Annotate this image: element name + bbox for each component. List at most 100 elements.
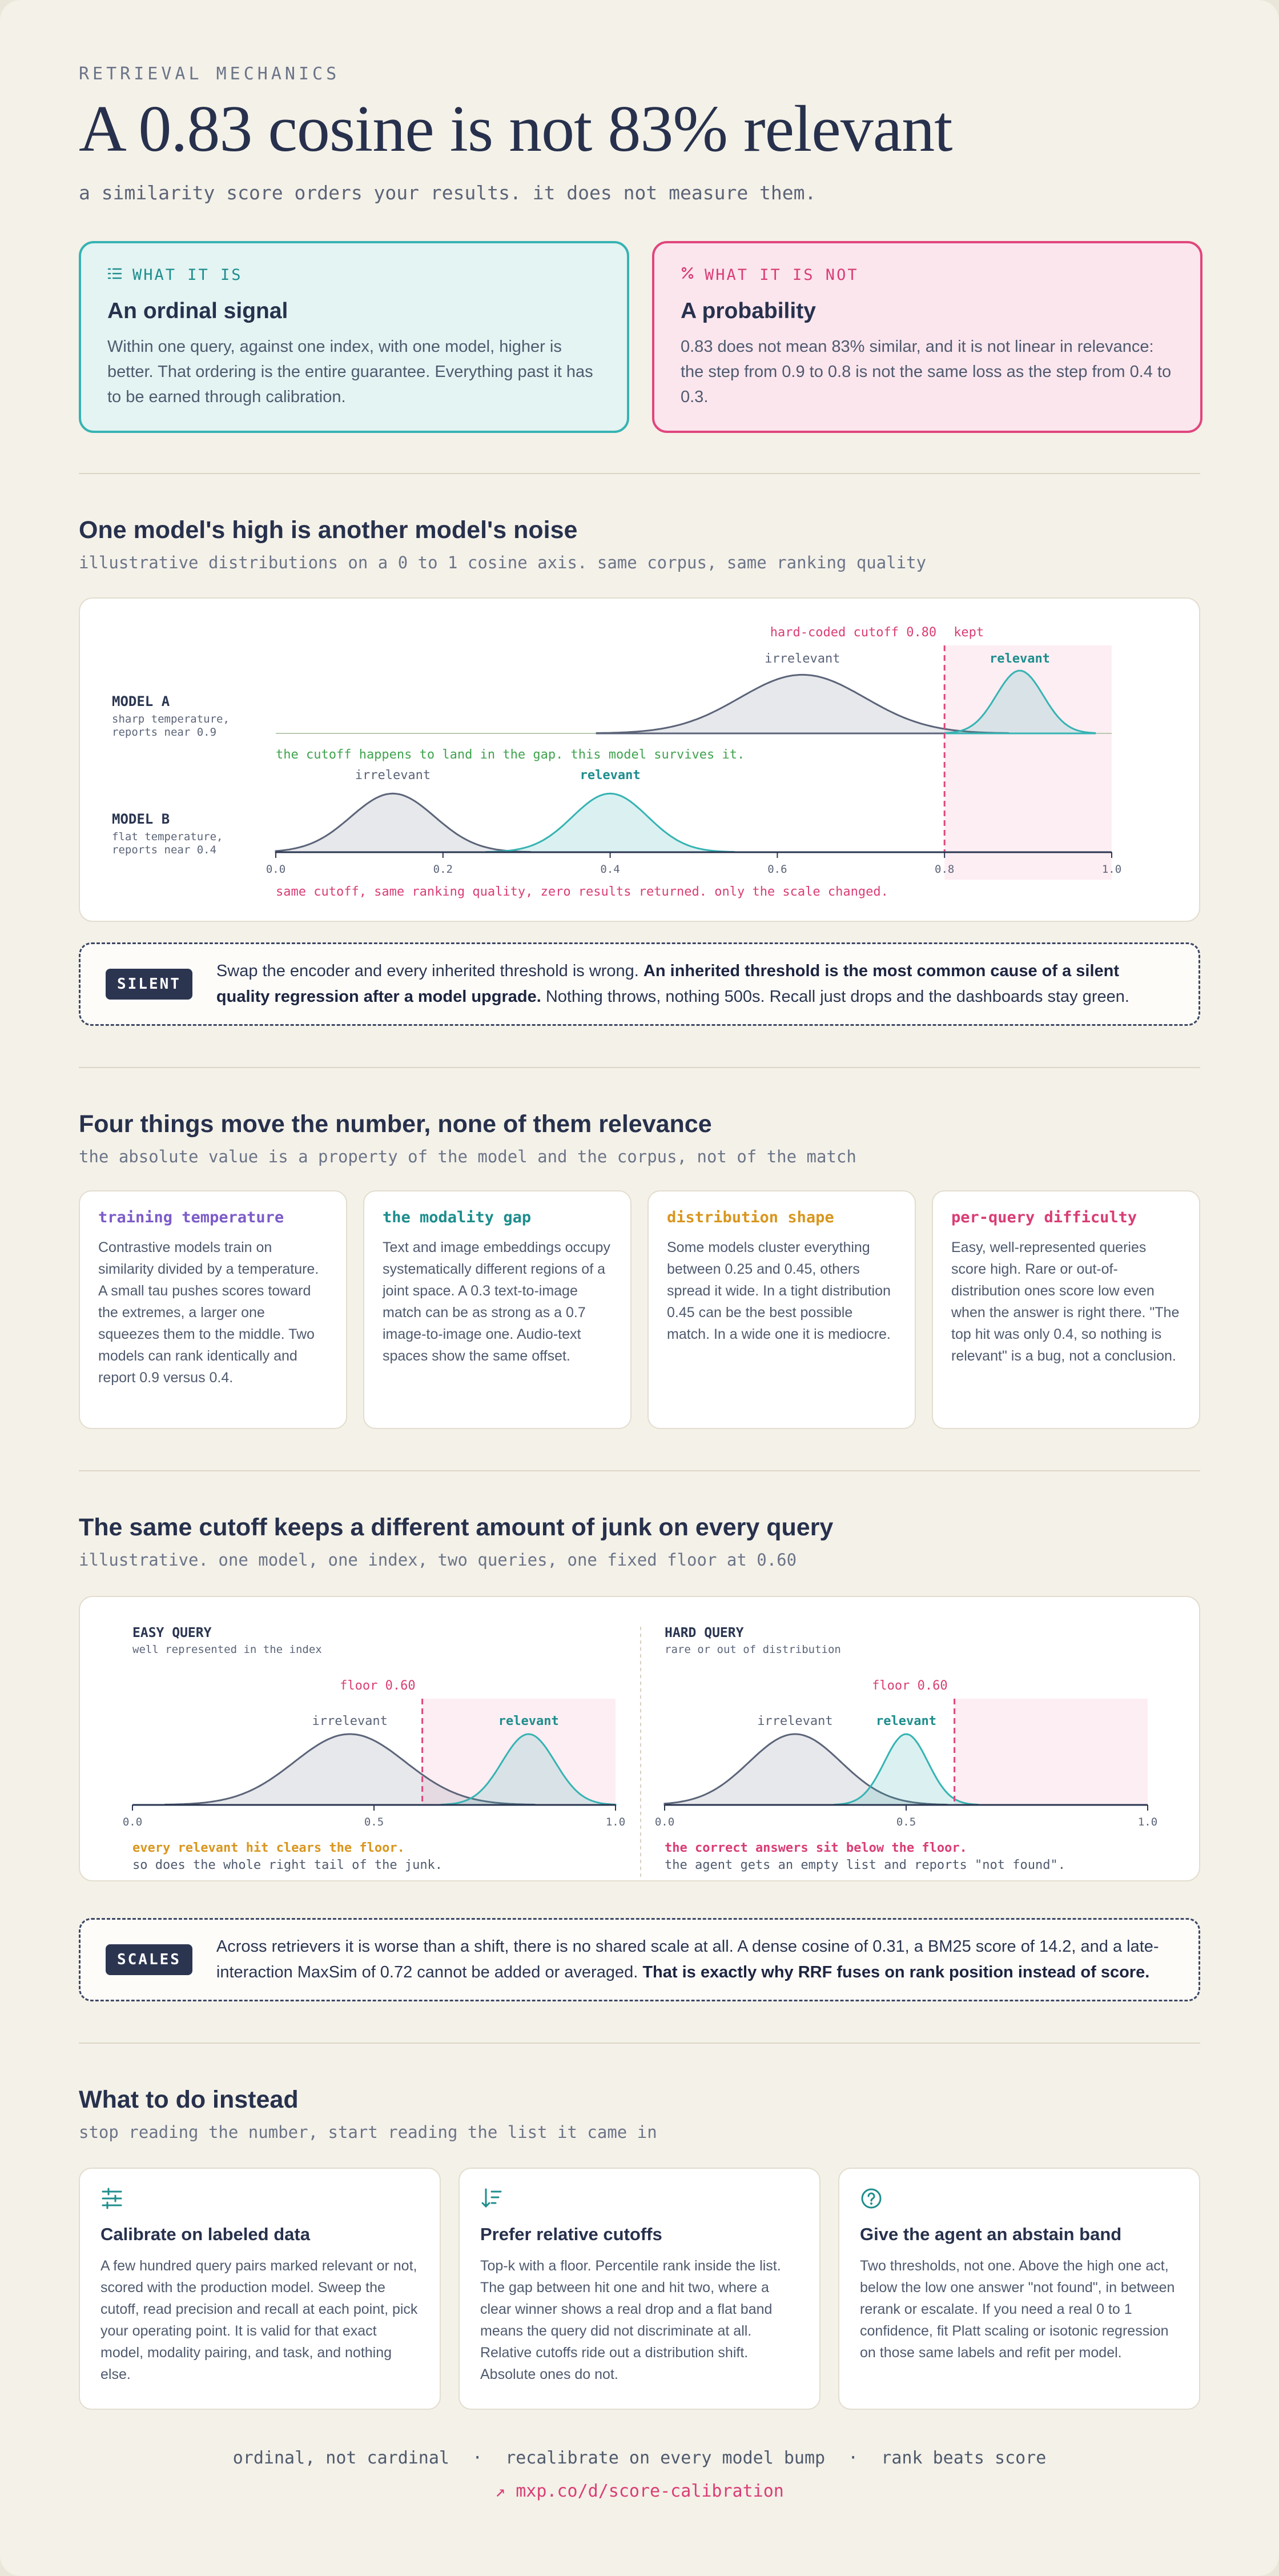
hard-irrelevant-label: irrelevant [757, 1714, 832, 1728]
model-a-irrelevant-label: irrelevant [765, 652, 840, 666]
hard-query-desc: rare or out of distribution [665, 1643, 841, 1656]
easy-floor-label: floor 0.60 [340, 1679, 415, 1693]
todo-heading: Prefer relative cutoffs [480, 2224, 662, 2244]
divider [79, 1470, 1200, 1471]
footer-tagline: ordinal, not cardinal · recalibrate on e… [0, 2448, 1279, 2468]
silent-callout: SILENT Swap the encoder and every inheri… [79, 942, 1200, 1026]
model-a-desc-2: reports near 0.9 [112, 726, 216, 739]
model-b-relevant-label: relevant [580, 768, 641, 783]
easy-kept-region [422, 1699, 616, 1805]
hard-query-label: HARD QUERY [665, 1626, 744, 1640]
todo-body: A few hundred query pairs marked relevan… [100, 2258, 418, 2382]
scales-text-pre: Across retrievers it is worse than a shi… [216, 1937, 1159, 1981]
factor-card-training-temperature: training temperature Contrastive models … [79, 1190, 347, 1429]
easy-irrelevant-curve [164, 1733, 536, 1806]
factor-card-distribution-shape: distribution shape Some models cluster e… [647, 1190, 916, 1429]
divider [79, 2043, 1200, 2044]
percent-icon [681, 266, 694, 284]
sliders-icon [100, 2188, 123, 2212]
factor-title: training temperature [98, 1209, 284, 1226]
factor-title: distribution shape [667, 1209, 834, 1226]
what-it-is-body: Within one query, against one index, wit… [107, 338, 593, 406]
models-chart-panel: 0.0 0.2 0.4 0.6 0.8 1.0 MODEL A sharp tempera… [79, 597, 1200, 922]
model-a-relevant-label: relevant [990, 652, 1050, 666]
page-title: A 0.83 cosine is not 83% relevant [79, 93, 952, 166]
easy-query-label: EASY QUERY [132, 1626, 212, 1640]
easy-query-desc: well represented in the index [132, 1643, 322, 1656]
factor-body: Contrastive models train on similarity d… [98, 1239, 319, 1386]
source-link[interactable]: ↗ mxp.co/d/score-calibration [495, 2481, 784, 2501]
todo-body: Top-k with a floor. Percentile rank insi… [480, 2258, 781, 2382]
silent-badge: SILENT [106, 969, 192, 1000]
scales-callout: SCALES Across retrievers it is worse tha… [79, 1918, 1200, 2001]
scales-text-bold: That is exactly why RRF fuses on rank po… [642, 1963, 1150, 1981]
model-a-desc-1: sharp temperature, [112, 713, 230, 725]
what-it-is-tag: WHAT IT IS [107, 266, 601, 284]
factor-title: per-query difficulty [951, 1209, 1137, 1226]
model-b-note: same cutoff, same ranking quality, zero … [276, 885, 888, 899]
what-it-is-not-label: WHAT IT IS NOT [705, 266, 859, 284]
divider [79, 1067, 1200, 1068]
page-subtitle: a similarity score orders your results. … [79, 182, 817, 204]
x-tick-label: 0.8 [935, 863, 954, 876]
silent-text-pre: Swap the encoder and every inherited thr… [216, 962, 643, 980]
hard-floor-label: floor 0.60 [872, 1679, 947, 1693]
x-tick-label: 0.6 [767, 863, 787, 876]
factor-body: Text and image embeddings occupy systema… [383, 1239, 610, 1364]
eyebrow: RETRIEVAL MECHANICS [79, 64, 340, 84]
what-it-is-not-tag: WHAT IT IS NOT [681, 266, 1174, 284]
silent-text-post: Nothing throws, nothing 500s. Recall jus… [541, 988, 1129, 1006]
queries-section-title: The same cutoff keeps a different amount… [79, 1514, 834, 1541]
todo-card-abstain-band: Give the agent an abstain band Two thres… [838, 2168, 1200, 2410]
kept-region [944, 645, 1112, 880]
silent-text-bold: An inherited threshold is the most commo… [216, 962, 1120, 1006]
todo-card-relative-cutoffs: Prefer relative cutoffs Top-k with a flo… [458, 2168, 821, 2410]
model-b-irrelevant-curve [275, 792, 531, 853]
hard-relevant-curve [834, 1733, 979, 1806]
todo-section-title: What to do instead [79, 2086, 299, 2113]
x-tick-label: 1.0 [1138, 1816, 1157, 1828]
what-it-is-not-card: WHAT IT IS NOT A probability 0.83 does n… [652, 241, 1202, 433]
easy-irrelevant-label: irrelevant [312, 1714, 387, 1728]
footer-separator: · [848, 2448, 859, 2468]
footer-item: ordinal, not cardinal [232, 2448, 449, 2468]
factors-section-title: Four things move the number, none of the… [79, 1110, 712, 1138]
what-it-is-card: WHAT IT IS An ordinal signal Within one … [79, 241, 629, 433]
factor-card-modality-gap: the modality gap Text and image embeddin… [363, 1190, 632, 1429]
factor-body: Easy, well-represented queries score hig… [951, 1239, 1180, 1364]
what-it-is-label: WHAT IT IS [132, 266, 243, 284]
hard-relevant-label: relevant [876, 1714, 936, 1728]
model-b-desc-1: flat temperature, [112, 830, 223, 843]
x-tick-label: 1.0 [1102, 863, 1121, 876]
hard-irrelevant-curve [663, 1733, 948, 1806]
model-b-relevant-curve [485, 792, 735, 853]
models-section-subtitle: illustrative distributions on a 0 to 1 c… [79, 553, 927, 572]
x-tick-label: 0.0 [655, 1816, 674, 1828]
sort-descending-icon [480, 2188, 503, 2212]
easy-relevant-curve [440, 1733, 617, 1806]
model-a-note: the cutoff happens to land in the gap. t… [276, 748, 745, 762]
queries-section-subtitle: illustrative. one model, one index, two … [79, 1550, 797, 1570]
footer-item: rank beats score [881, 2448, 1047, 2468]
model-b-irrelevant-label: irrelevant [355, 768, 431, 783]
factors-section-subtitle: the absolute value is a property of the … [79, 1147, 856, 1166]
footer-item: recalibrate on every model bump [505, 2448, 826, 2468]
x-tick-label: 0.0 [266, 863, 285, 876]
x-tick-label: 1.0 [606, 1816, 625, 1828]
hard-note-1: the correct answers sit below the floor. [665, 1841, 967, 1855]
x-tick-label: 0.5 [364, 1816, 384, 1828]
kept-label: kept [954, 625, 984, 640]
model-a-irrelevant-curve [596, 673, 1009, 735]
list-ordered-icon [107, 266, 122, 284]
silent-callout-text: Swap the encoder and every inherited thr… [216, 958, 1173, 1010]
queries-chart-panel: 0.0 0.5 1.0 0.0 0.5 1.0 EASY QUERY well repre… [79, 1596, 1200, 1881]
hard-kept-region [954, 1699, 1148, 1805]
x-tick-label: 0.0 [123, 1816, 142, 1828]
model-b-desc-2: reports near 0.4 [112, 844, 216, 856]
factor-card-per-query-difficulty: per-query difficulty Easy, well-represen… [932, 1190, 1200, 1429]
model-b-label: MODEL B [112, 811, 170, 827]
footer-separator: · [472, 2448, 483, 2468]
easy-note-2: so does the whole right tail of the junk… [132, 1858, 443, 1872]
model-a-label: MODEL A [112, 693, 170, 709]
